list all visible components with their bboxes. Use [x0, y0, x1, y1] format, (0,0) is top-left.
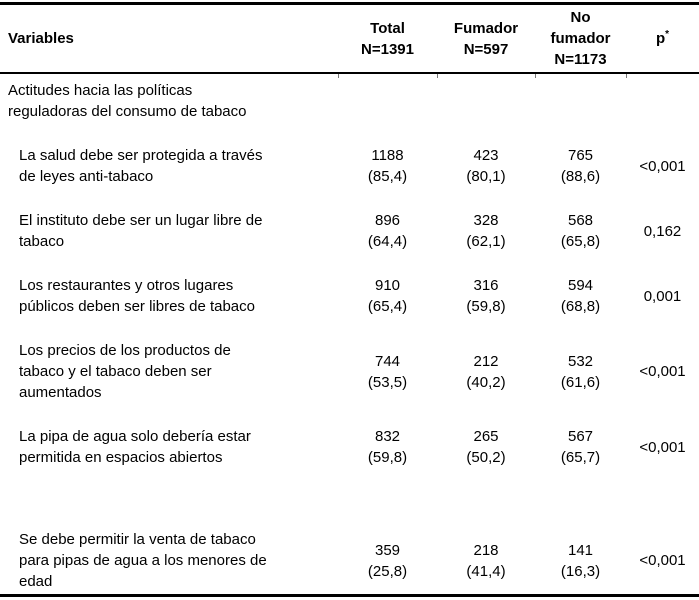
fumador-cell: 212 (40,2)	[437, 351, 535, 393]
section-title: Actitudes hacia las políticas reguladora…	[8, 82, 247, 120]
total-count: 896	[374, 212, 401, 229]
no-fumador-cell: 568 (65,8)	[535, 210, 626, 252]
table-row: Se debe permitir la venta de tabaco para…	[0, 529, 699, 592]
no-fumador-percent: (65,7)	[560, 449, 601, 466]
fumador-percent: (40,2)	[466, 373, 506, 391]
variable-label: Los precios de los productos de tabaco y…	[19, 342, 231, 401]
column-header-fumador: Fumador N=597	[437, 5, 535, 72]
total-cell: 744 (53,5)	[338, 351, 437, 393]
fumador-cell: 316 (59,8)	[437, 275, 535, 317]
variable-label: La pipa de agua solo debería estar permi…	[19, 428, 251, 466]
no-fumador-cell: 765 (88,6)	[535, 145, 626, 187]
table-row: Los precios de los productos de tabaco y…	[0, 340, 699, 403]
variable-label: La salud debe ser protegida a través de …	[19, 147, 263, 185]
total-percent: (59,8)	[367, 449, 408, 466]
total-percent: (25,8)	[367, 562, 408, 580]
total-cell: 910 (65,4)	[338, 275, 437, 317]
fumador-percent: (62,1)	[466, 233, 506, 250]
column-divider-tick	[437, 74, 438, 78]
variable-label: Se debe permitir la venta de tabaco para…	[19, 531, 267, 590]
table-header-row: Variables Total N=1391 Fumador N=597 No …	[0, 5, 699, 74]
no-fumador-header-label: No fumador	[550, 9, 611, 47]
variable-label: El instituto debe ser un lugar libre de …	[19, 212, 263, 250]
total-cell: 896 (64,4)	[338, 210, 437, 252]
no-fumador-count: 141	[567, 541, 594, 559]
column-divider-tick	[626, 74, 627, 78]
fumador-cell: 218 (41,4)	[437, 540, 535, 582]
fumador-cell: 328 (62,1)	[437, 210, 535, 252]
total-count: 832	[374, 428, 401, 445]
table-row: El instituto debe ser un lugar libre de …	[0, 210, 699, 252]
fumador-percent: (41,4)	[466, 562, 506, 580]
fumador-count: 316	[473, 277, 499, 294]
fumador-percent: (59,8)	[466, 298, 506, 315]
variables-header-label: Variables	[8, 30, 74, 47]
total-percent: (53,5)	[367, 373, 408, 391]
no-fumador-header-n: N=1173	[554, 51, 607, 68]
fumador-count: 328	[473, 212, 499, 229]
column-header-p: p*	[626, 5, 699, 72]
no-fumador-percent: (68,8)	[560, 298, 601, 315]
p-value: <0,001	[639, 363, 686, 380]
table-row: La salud debe ser protegida a través de …	[0, 145, 699, 187]
fumador-header-n: N=597	[463, 40, 509, 58]
table-row: Los restaurantes y otros lugares público…	[0, 275, 699, 317]
total-count: 910	[374, 277, 401, 294]
p-asterisk: *	[665, 29, 670, 40]
fumador-percent: (80,1)	[466, 168, 506, 185]
total-cell: 832 (59,8)	[338, 426, 437, 468]
table-body: Actitudes hacia las políticas reguladora…	[0, 80, 699, 594]
no-fumador-percent: (16,3)	[560, 562, 601, 580]
fumador-count: 265	[473, 428, 499, 445]
no-fumador-percent: (65,8)	[560, 233, 601, 250]
fumador-cell: 423 (80,1)	[437, 145, 535, 187]
total-cell: 1188 (85,4)	[338, 145, 437, 187]
total-header-label: Total	[370, 19, 405, 37]
no-fumador-percent: (61,6)	[560, 373, 601, 391]
column-header-no-fumador: No fumador N=1173	[535, 5, 626, 72]
no-fumador-percent: (88,6)	[560, 168, 601, 185]
column-header-total: Total N=1391	[338, 5, 437, 72]
fumador-percent: (50,2)	[466, 449, 506, 466]
total-percent: (65,4)	[367, 298, 408, 315]
no-fumador-count: 594	[567, 277, 594, 294]
total-percent: (85,4)	[367, 168, 408, 185]
column-header-variables: Variables	[0, 5, 338, 72]
no-fumador-count: 532	[567, 352, 594, 370]
total-percent: (64,4)	[367, 233, 408, 250]
no-fumador-count: 567	[567, 428, 594, 445]
no-fumador-count: 765	[567, 147, 594, 164]
p-header-label: p*	[655, 29, 670, 48]
table-row: La pipa de agua solo debería estar permi…	[0, 426, 699, 468]
column-divider-tick	[535, 74, 536, 78]
no-fumador-cell: 567 (65,7)	[535, 426, 626, 468]
total-cell: 359 (25,8)	[338, 540, 437, 582]
no-fumador-count: 568	[567, 212, 594, 229]
no-fumador-cell: 594 (68,8)	[535, 275, 626, 317]
no-fumador-cell: 532 (61,6)	[535, 351, 626, 393]
variable-label: Los restaurantes y otros lugares público…	[19, 277, 255, 315]
p-value: <0,001	[639, 552, 686, 569]
fumador-header-label: Fumador	[453, 19, 519, 37]
p-value: 0,001	[643, 287, 682, 305]
total-count: 359	[374, 541, 401, 559]
total-header-n: N=1391	[361, 40, 414, 58]
column-divider-tick	[338, 74, 339, 78]
p-value: <0,001	[639, 438, 686, 456]
total-count: 1188	[371, 147, 404, 164]
p-value: 0,162	[643, 222, 682, 240]
fumador-cell: 265 (50,2)	[437, 426, 535, 468]
no-fumador-cell: 141 (16,3)	[535, 540, 626, 582]
fumador-count: 423	[473, 147, 499, 164]
total-count: 744	[374, 352, 401, 370]
fumador-count: 218	[473, 541, 499, 559]
fumador-count: 212	[473, 352, 499, 370]
section-header-row: Actitudes hacia las políticas reguladora…	[0, 80, 699, 122]
p-value: <0,001	[639, 157, 686, 175]
